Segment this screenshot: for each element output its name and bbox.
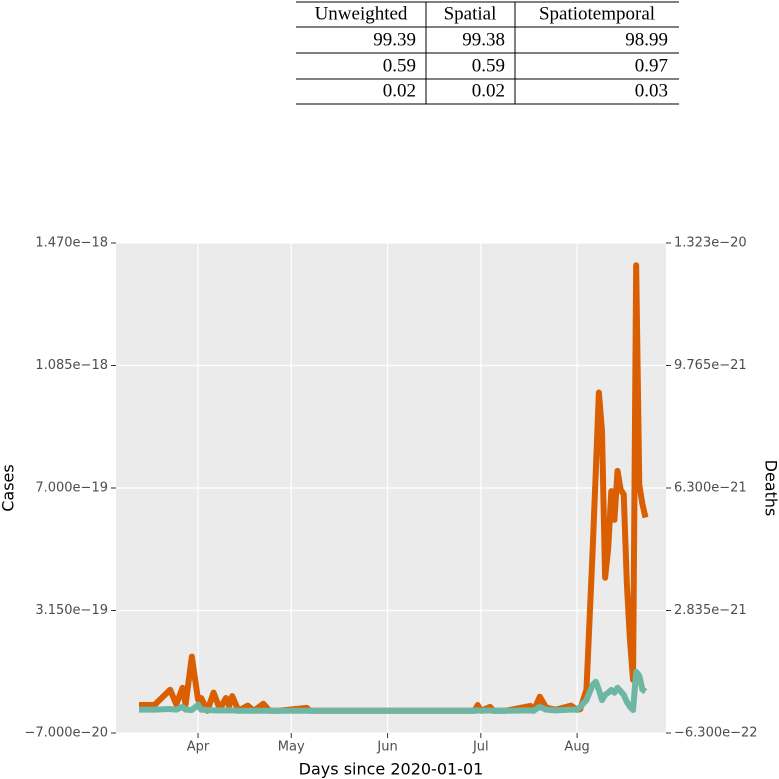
x-tick-label: Apr <box>187 740 210 755</box>
data-line <box>138 668 648 714</box>
y-tick-label: 1.470e−18 <box>35 236 108 251</box>
table-cell: 0.03 <box>635 80 668 101</box>
x-tick-label: May <box>278 740 305 755</box>
table-cell: 0.02 <box>472 80 505 101</box>
x-axis-title: Days since 2020-01-01 <box>299 760 484 779</box>
table-cell: 0.97 <box>635 55 668 76</box>
y-axis-title: Cases <box>0 464 18 512</box>
y2-tick-label: 1.323e−20 <box>674 236 747 251</box>
table-header: Spatiotemporal <box>539 3 655 24</box>
y2-axis-title: Deaths <box>762 460 779 517</box>
table-cell: 0.59 <box>472 55 505 76</box>
y2-tick-label: −6.300e−22 <box>674 726 758 741</box>
x-tick-label: Jun <box>376 740 397 755</box>
table-header: Spatial <box>444 3 497 24</box>
y-tick-label: 3.150e−19 <box>35 603 108 618</box>
y2-tick-label: 9.765e−21 <box>674 358 747 373</box>
y-tick-label: 7.000e−19 <box>35 481 108 496</box>
y2-tick-label: 2.835e−21 <box>674 603 747 618</box>
results-table: Unweighted Spatial Spatiotemporal 99.39 … <box>296 1 679 105</box>
y2-tick-label: 6.300e−21 <box>674 481 747 496</box>
table-cell: 98.99 <box>625 29 668 50</box>
y-tick-label: −7.000e−20 <box>24 726 108 741</box>
x-tick-label: Jul <box>472 740 489 755</box>
y-tick-label: 1.085e−18 <box>35 358 108 373</box>
x-tick-label: Aug <box>564 740 589 755</box>
table-cell: 99.38 <box>462 29 505 50</box>
table-cell: 0.59 <box>383 55 416 76</box>
table-header: Unweighted <box>315 3 408 24</box>
table-cell: 99.39 <box>373 29 416 50</box>
table-cell: 0.02 <box>383 80 416 101</box>
